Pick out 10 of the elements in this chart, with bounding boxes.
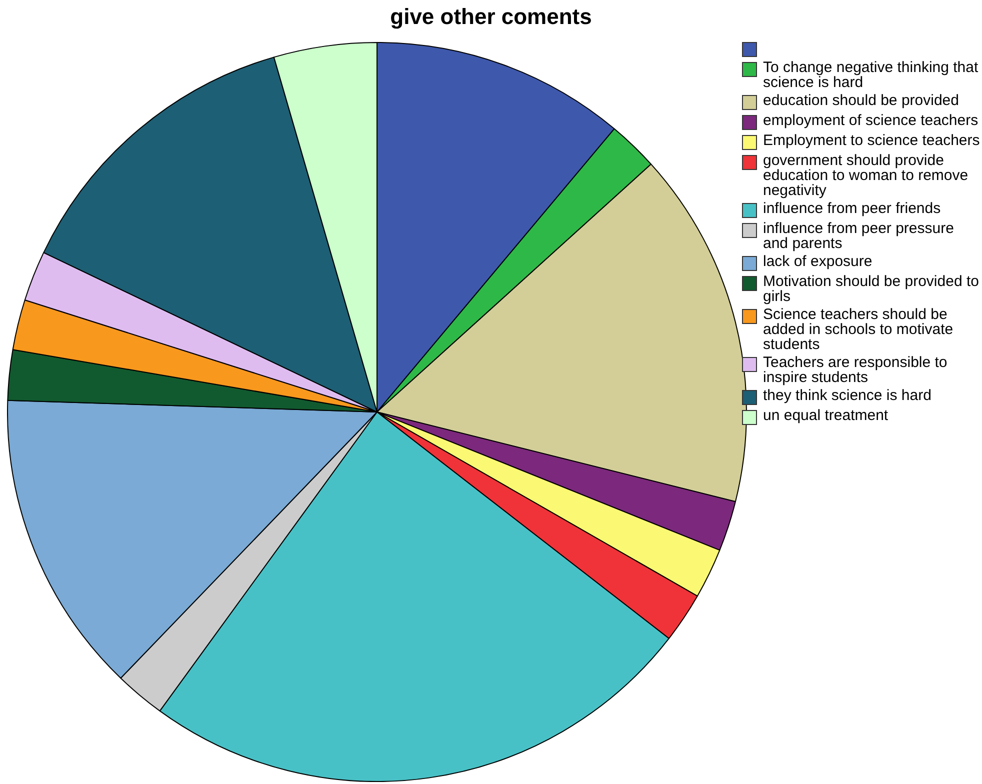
legend-label: they think science is hard xyxy=(763,387,932,404)
legend-label: Employment to science teachers xyxy=(763,132,980,149)
legend-label: lack of exposure xyxy=(763,253,872,270)
legend-label: employment of science teachers xyxy=(763,112,978,129)
legend-label: Science teachers should be added in schools to motivate students xyxy=(763,306,954,353)
legend-label: education should be provided xyxy=(763,92,959,109)
legend-label: un equal treatment xyxy=(763,407,888,424)
legend-label: influence from peer friends xyxy=(763,200,941,217)
chart-title: give other coments xyxy=(389,4,593,30)
legend-label: Motivation should be provided to girls xyxy=(763,273,980,305)
